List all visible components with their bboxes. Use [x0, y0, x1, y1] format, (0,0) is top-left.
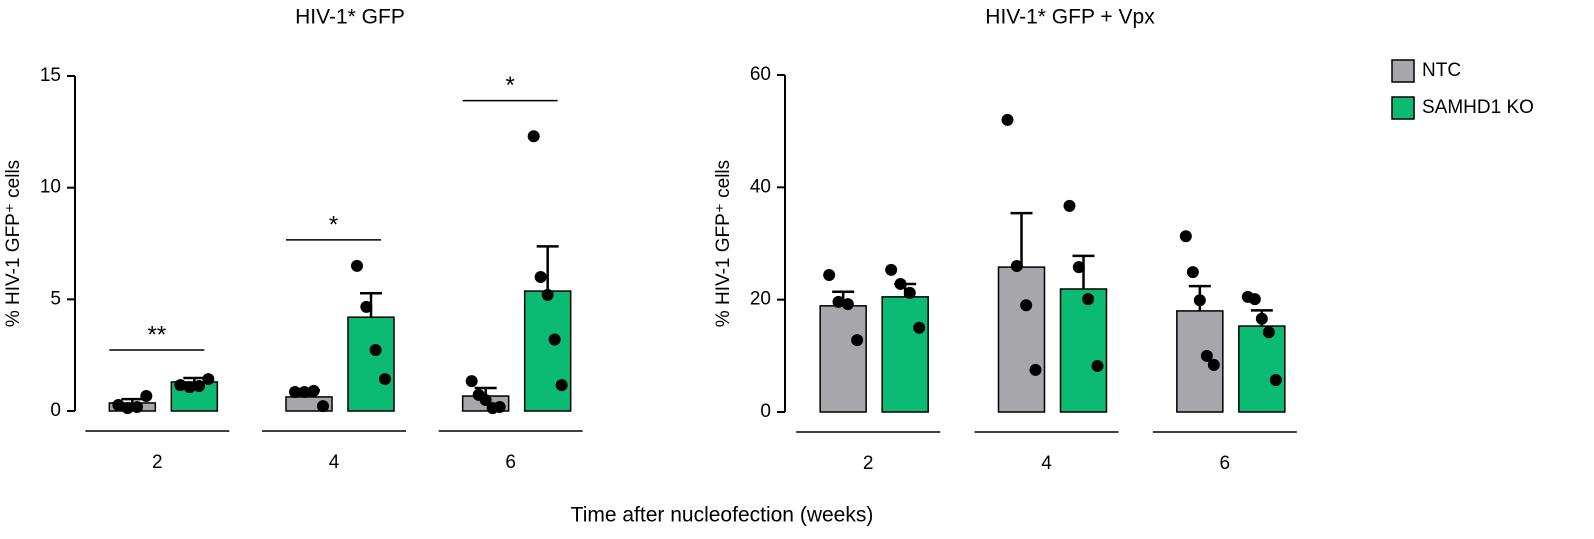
- y-tick-label: 40: [750, 176, 771, 197]
- data-point: [493, 400, 506, 413]
- data-point: [1186, 266, 1199, 279]
- data-point: [832, 295, 845, 308]
- data-point: [823, 268, 836, 281]
- y-tick-label: 5: [50, 288, 61, 309]
- y-axis-label: % HIV-1 GFP⁺ cells: [3, 160, 24, 327]
- data-point: [534, 271, 547, 283]
- chart-title: HIV-1* GFP + Vpx: [985, 6, 1155, 29]
- y-tick-label: 0: [760, 401, 771, 422]
- x-tick-label: 2: [863, 453, 874, 474]
- significance-label: **: [147, 321, 166, 348]
- data-point: [1248, 293, 1261, 306]
- legend-label: SAMHD1 KO: [1422, 97, 1534, 118]
- data-point: [913, 321, 926, 334]
- data-point: [317, 400, 329, 413]
- y-tick-label: 0: [50, 400, 61, 421]
- x-axis-label: Time after nucleofection (weeks): [571, 504, 874, 527]
- bar: [819, 305, 867, 413]
- bar: [881, 296, 929, 413]
- data-point: [298, 386, 311, 399]
- data-point: [369, 344, 382, 357]
- bar: [1059, 288, 1108, 413]
- data-point: [885, 263, 898, 276]
- chart-title: HIV-1* GFP: [295, 6, 405, 29]
- data-point: [379, 373, 391, 386]
- data-point: [1001, 113, 1014, 126]
- data-point: [1262, 326, 1275, 339]
- data-point: [541, 288, 554, 301]
- data-point: [1082, 293, 1095, 306]
- bar: [347, 316, 395, 412]
- data-point: [1179, 230, 1192, 243]
- bar: [997, 266, 1046, 413]
- data-point: [112, 398, 125, 411]
- data-point: [1269, 373, 1282, 386]
- y-axis-label: % HIV-1 GFP⁺ cells: [713, 160, 734, 327]
- data-point: [1200, 349, 1213, 362]
- data-point: [903, 286, 916, 299]
- data-point: [121, 402, 134, 415]
- legend-swatch: [1391, 96, 1415, 120]
- y-tick-label: 15: [40, 65, 61, 86]
- data-point: [193, 379, 205, 392]
- data-point: [548, 333, 561, 346]
- y-tick-label: 10: [40, 177, 61, 198]
- data-point: [1193, 294, 1206, 307]
- bar: [523, 290, 572, 412]
- data-point: [307, 384, 320, 397]
- legend-swatch: [1391, 59, 1415, 83]
- legend-label: NTC: [1422, 60, 1461, 81]
- x-tick-label: 4: [329, 452, 340, 473]
- data-point: [841, 298, 854, 311]
- data-point: [183, 381, 196, 394]
- x-tick-label: 4: [1041, 453, 1052, 474]
- data-point: [202, 373, 215, 386]
- data-point: [351, 259, 363, 272]
- y-tick-label: 60: [750, 64, 771, 85]
- data-point: [140, 390, 153, 403]
- x-tick-label: 6: [505, 452, 516, 473]
- data-point: [555, 379, 568, 392]
- y-tick-label: 20: [750, 289, 771, 310]
- significance-label: *: [505, 72, 514, 99]
- data-point: [465, 375, 478, 388]
- data-point: [1063, 199, 1076, 212]
- data-point: [851, 334, 864, 347]
- bar: [1238, 325, 1286, 413]
- data-point: [174, 379, 187, 392]
- data-point: [1255, 312, 1268, 325]
- significance-label: *: [329, 211, 338, 238]
- data-point: [1029, 363, 1042, 376]
- data-point: [1072, 261, 1085, 274]
- data-point: [1010, 259, 1023, 272]
- data-point: [360, 300, 373, 313]
- data-point: [894, 277, 907, 290]
- data-point: [479, 394, 492, 407]
- data-point: [289, 386, 301, 399]
- data-point: [1020, 299, 1033, 312]
- data-point: [527, 130, 540, 143]
- data-point: [1207, 358, 1220, 371]
- x-tick-label: 6: [1220, 453, 1231, 474]
- x-tick-label: 2: [152, 452, 163, 473]
- data-point: [1091, 359, 1104, 372]
- data-point: [131, 400, 143, 413]
